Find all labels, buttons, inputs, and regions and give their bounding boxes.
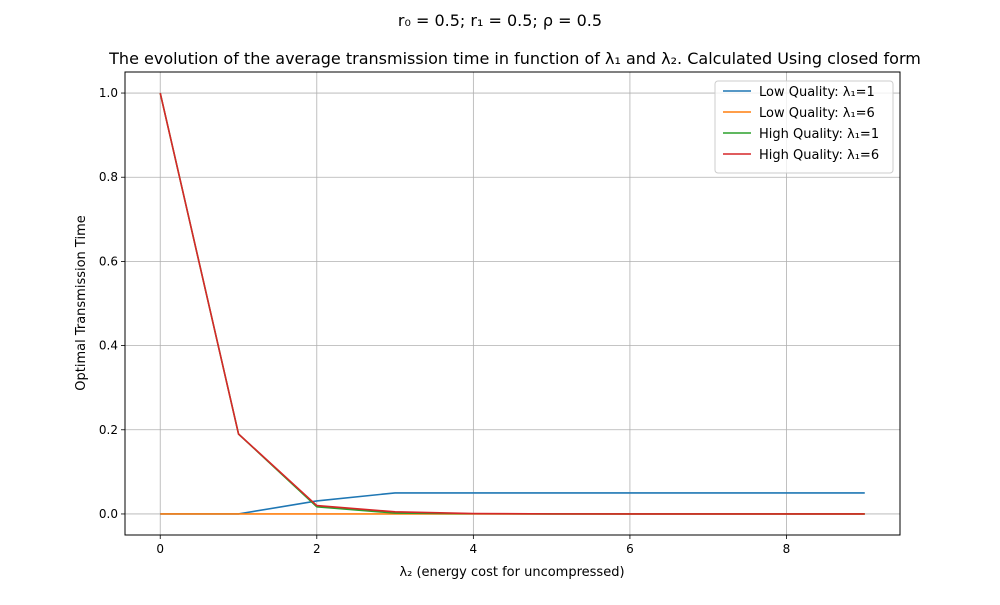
legend-label-1: Low Quality: λ₁=1 [759,85,875,100]
series-line-4 [159,92,865,515]
x-tick-label: 4 [470,542,478,556]
chart-title: The evolution of the average transmissio… [108,49,921,68]
legend-box [714,80,894,174]
axes-frame [124,71,901,536]
x-tick-label: 8 [783,542,791,556]
y-tick-label: 0.4 [99,339,118,353]
x-axis-label: λ₂ (energy cost for uncompressed) [399,565,624,580]
legend-label-2: Low Quality: λ₁=6 [759,106,875,121]
y-tick-label: 1.0 [99,86,118,100]
legend: Low Quality: λ₁=1 Low Quality: λ₁=6 High Q… [714,80,894,174]
y-tick-label: 0.0 [99,507,118,521]
legend-label-3: High Quality: λ₁=1 [759,127,879,142]
y-tick-label: 0.2 [99,423,118,437]
y-tick-label: 0.6 [99,254,118,268]
series-layer [159,92,865,515]
series-line-1 [160,492,865,515]
y-tick-label: 0.8 [99,170,118,184]
x-tick-label: 0 [156,542,164,556]
y-axis-label: Optimal Transmission Time [74,215,89,391]
legend-label-4: High Quality: λ₁=6 [759,148,879,163]
tick-layer: 0 2 4 6 8 0.0 0.2 0.4 0.6 0.8 1.0 [99,86,790,556]
chart-suptitle: r₀ = 0.5; r₁ = 0.5; ρ = 0.5 [398,11,602,30]
x-tick-label: 6 [626,542,634,556]
x-tick-label: 2 [313,542,321,556]
